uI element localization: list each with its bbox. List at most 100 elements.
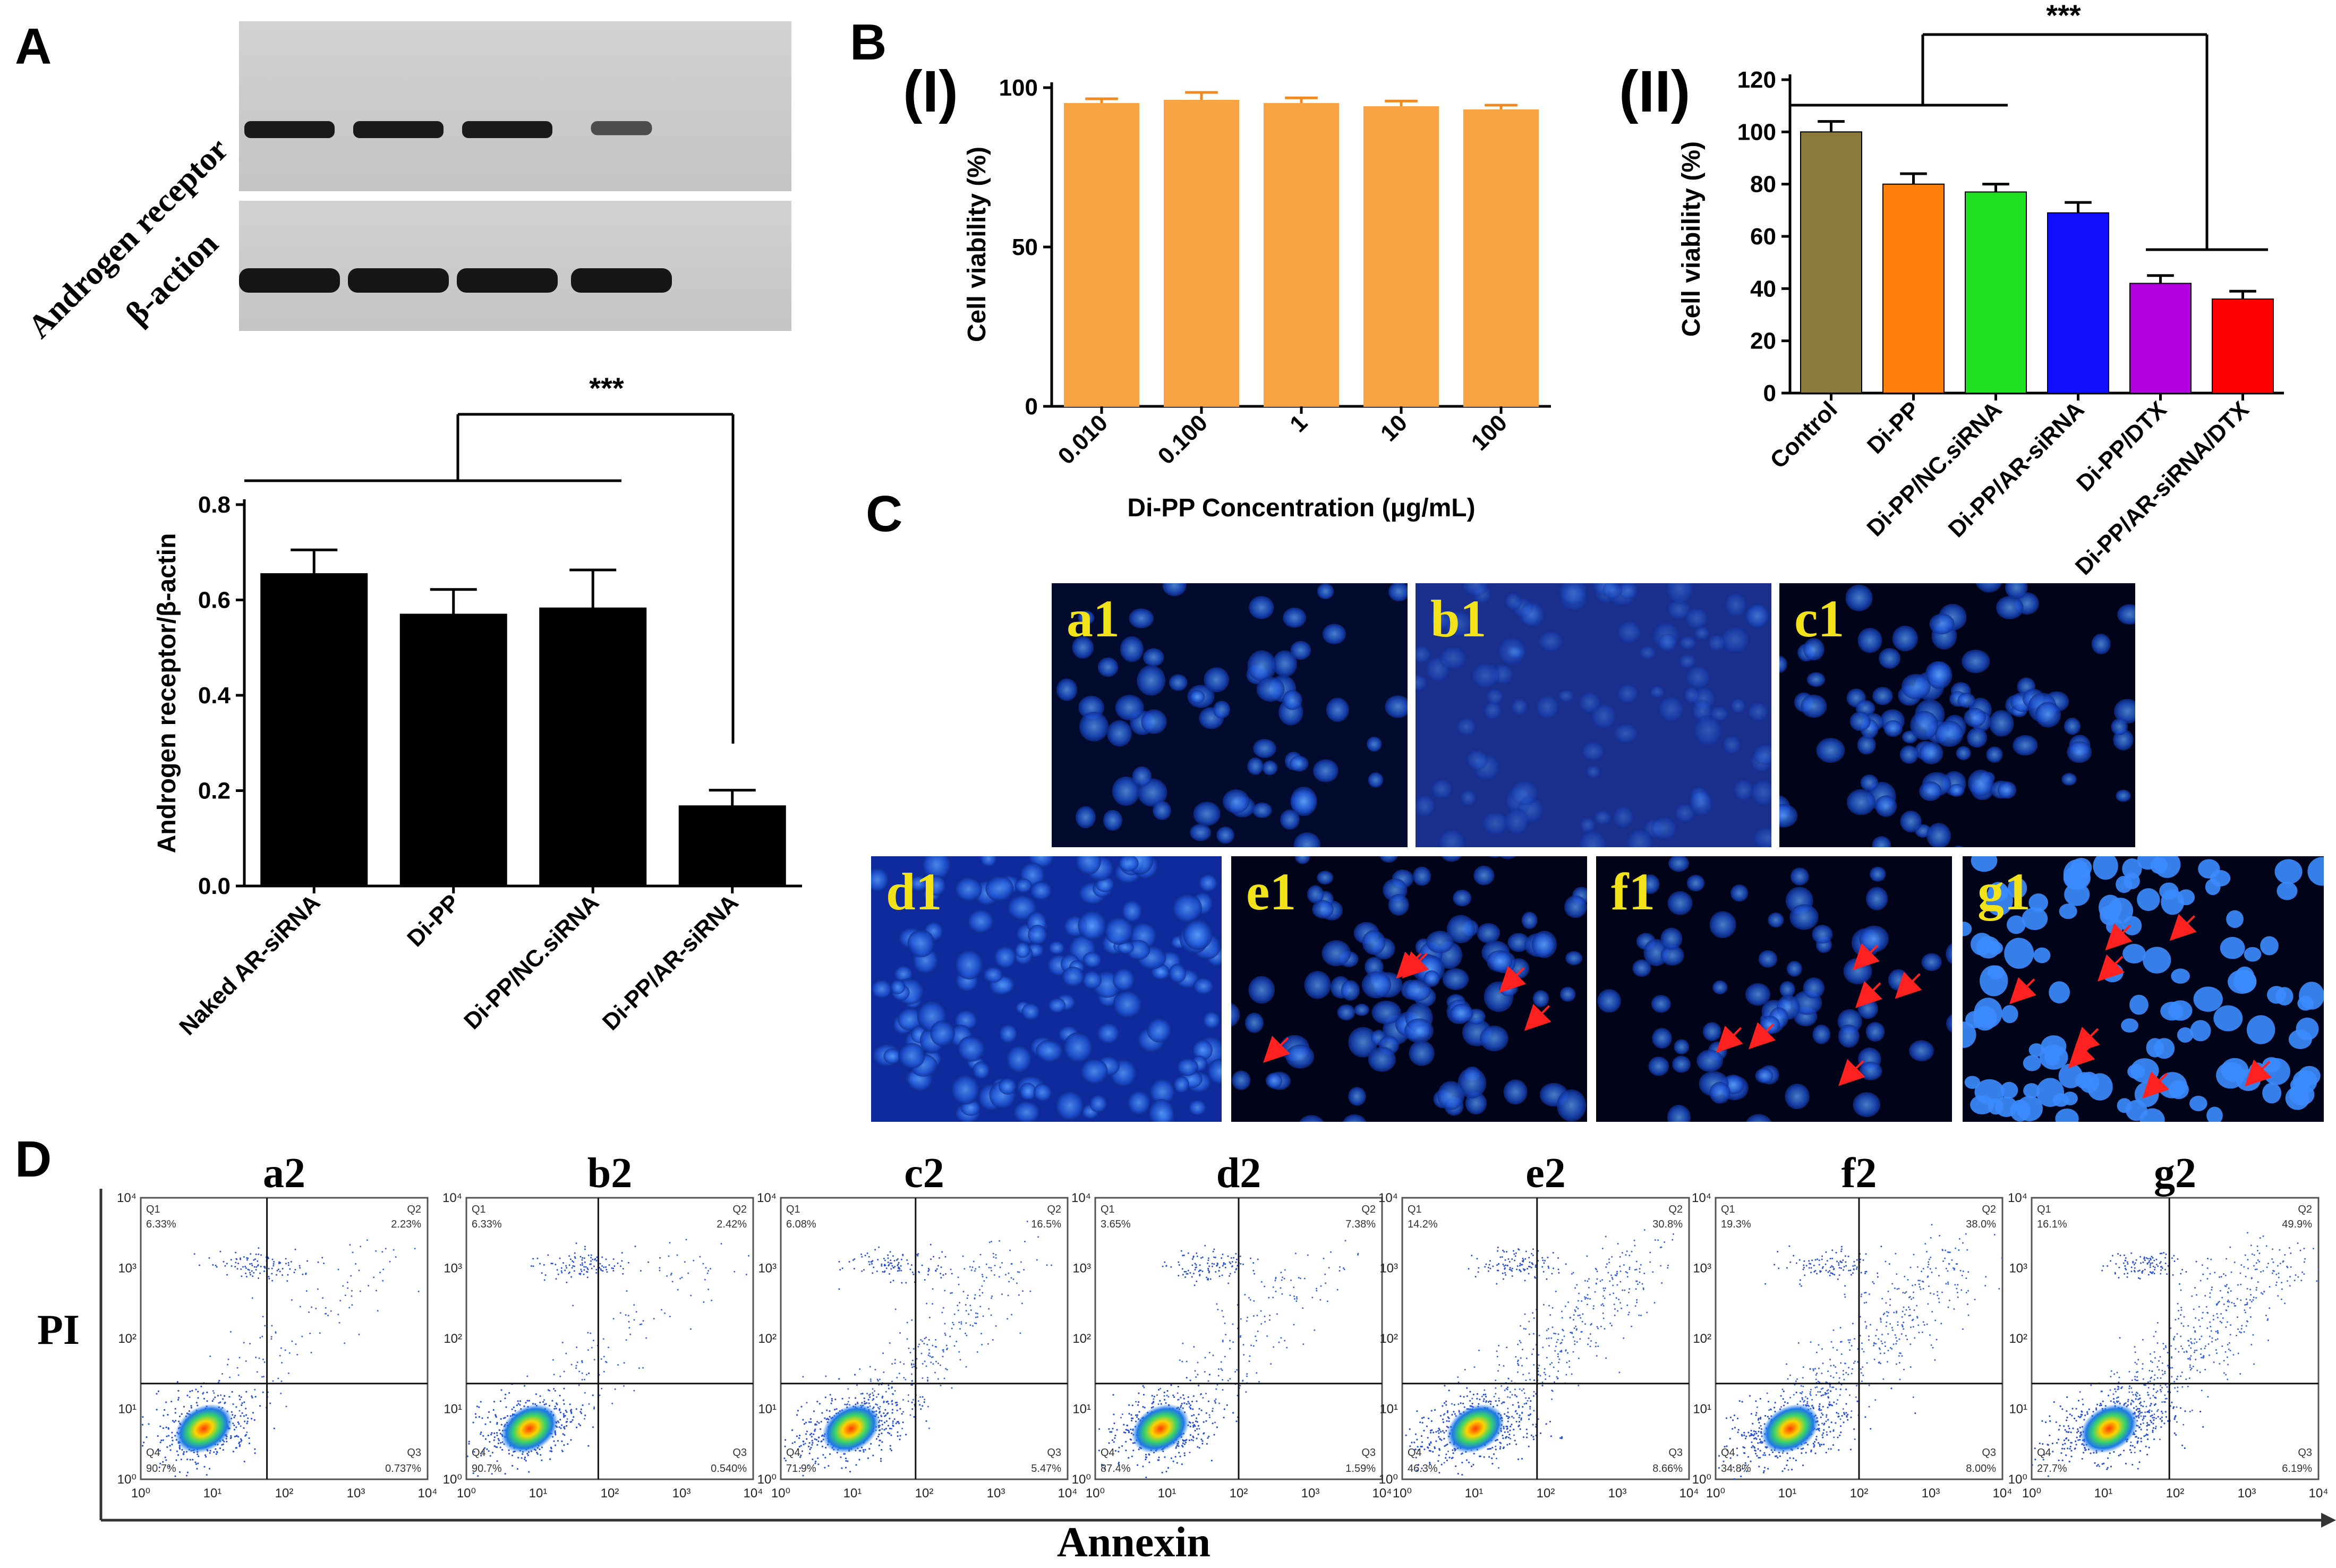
event-dot (874, 1390, 876, 1392)
cell-nucleus (930, 1020, 955, 1046)
event-dot (1197, 1361, 1199, 1364)
event-dot (1574, 1309, 1576, 1311)
event-dot (254, 1448, 256, 1450)
actin-band (239, 268, 340, 293)
cell-nucleus (1192, 1039, 1213, 1061)
cell-nucleus (871, 979, 892, 999)
event-dot (937, 1265, 939, 1267)
event-dot (1278, 1341, 1280, 1343)
event-dot (603, 1266, 605, 1268)
event-dot (1130, 1414, 1132, 1416)
event-dot (1026, 1221, 1028, 1223)
cell-nucleus (1176, 1058, 1198, 1076)
event-dot (1247, 1316, 1249, 1318)
cell-nucleus (1361, 971, 1392, 999)
event-dot (1562, 1330, 1564, 1332)
event-dot (1784, 1468, 1786, 1470)
flow-plot-label: e2 (1525, 1150, 1566, 1197)
cell-nucleus (1613, 805, 1634, 829)
event-dot (360, 1246, 362, 1248)
event-dot (1513, 1253, 1515, 1255)
cell-nucleus (2023, 1055, 2041, 1071)
cell-nucleus (1115, 695, 1144, 721)
cell-nucleus (1689, 790, 1713, 816)
event-dot (272, 1263, 275, 1265)
cell-nucleus (1910, 711, 1939, 740)
event-dot (1479, 1455, 1482, 1458)
event-dot (1029, 1290, 1031, 1292)
event-dot (878, 1246, 880, 1248)
event-dot (495, 1446, 497, 1448)
event-dot (1417, 1464, 1420, 1466)
x-tick-label: Di-PP (402, 889, 465, 952)
event-dot (1123, 1431, 1125, 1434)
event-dot (248, 1442, 251, 1444)
event-dot (523, 1385, 526, 1387)
event-dot (801, 1450, 804, 1452)
event-dot (1216, 1264, 1218, 1266)
event-dot (185, 1475, 188, 1477)
event-dot (238, 1395, 241, 1397)
cell-nucleus (1438, 829, 1465, 847)
event-dot (1529, 1414, 1531, 1416)
event-dot (1142, 1385, 1144, 1387)
event-dot (1516, 1265, 1519, 1267)
event-dot (1293, 1324, 1295, 1326)
event-dot (791, 1442, 794, 1444)
event-dot (847, 1388, 849, 1390)
event-dot (1729, 1457, 1732, 1459)
event-dot (1559, 1437, 1562, 1439)
event-dot (1534, 1266, 1537, 1268)
event-dot (306, 1260, 309, 1262)
cell-nucleus (1649, 685, 1665, 698)
event-dot (1511, 1416, 1513, 1418)
event-dot (1522, 1260, 1524, 1263)
cell-nucleus (1082, 951, 1102, 968)
event-dot (532, 1265, 534, 1267)
event-dot (524, 1456, 526, 1459)
event-dot (1192, 1439, 1195, 1442)
event-dot (1542, 1259, 1544, 1262)
event-dot (889, 1342, 891, 1344)
event-dot (973, 1260, 975, 1263)
event-dot (812, 1442, 814, 1444)
event-dot (1339, 1266, 1341, 1268)
event-dot (1112, 1427, 1114, 1430)
event-dot (974, 1270, 976, 1272)
event-dot (1114, 1450, 1116, 1452)
event-dot (1212, 1354, 1214, 1357)
event-dot (570, 1276, 573, 1278)
event-dot (1610, 1325, 1613, 1327)
event-dot (1514, 1259, 1516, 1262)
event-dot (1463, 1406, 1465, 1408)
y-tick-label: 50 (1012, 234, 1038, 260)
event-dot (1212, 1250, 1214, 1252)
quadrant-value: 3.65% (1101, 1218, 1131, 1230)
cell-nucleus (2177, 1027, 2194, 1043)
event-dot (1514, 1255, 1516, 1257)
event-dot (1332, 1484, 1333, 1486)
event-dot (1158, 1459, 1160, 1461)
event-dot (169, 1449, 172, 1451)
event-dot (1448, 1456, 1451, 1459)
cell-nucleus (1129, 608, 1154, 628)
event-dot (890, 1434, 892, 1436)
micrograph-a1: a1 (1052, 583, 1408, 847)
event-dot (197, 1404, 199, 1407)
event-dot (1248, 1297, 1250, 1299)
event-dot (1738, 1400, 1741, 1402)
event-dot (936, 1268, 938, 1270)
event-dot (1519, 1263, 1521, 1265)
event-dot (814, 1438, 816, 1440)
y-tick-label: 0.6 (198, 587, 231, 613)
event-dot (1249, 1355, 1251, 1357)
event-dot (1507, 1411, 1509, 1413)
cell-nucleus (1456, 717, 1477, 736)
event-dot (162, 1439, 164, 1441)
event-dot (1516, 1371, 1519, 1373)
event-dot (913, 1273, 915, 1275)
cell-nucleus (1585, 765, 1601, 779)
event-dot (276, 1269, 278, 1272)
cell-nucleus (1956, 746, 1971, 761)
